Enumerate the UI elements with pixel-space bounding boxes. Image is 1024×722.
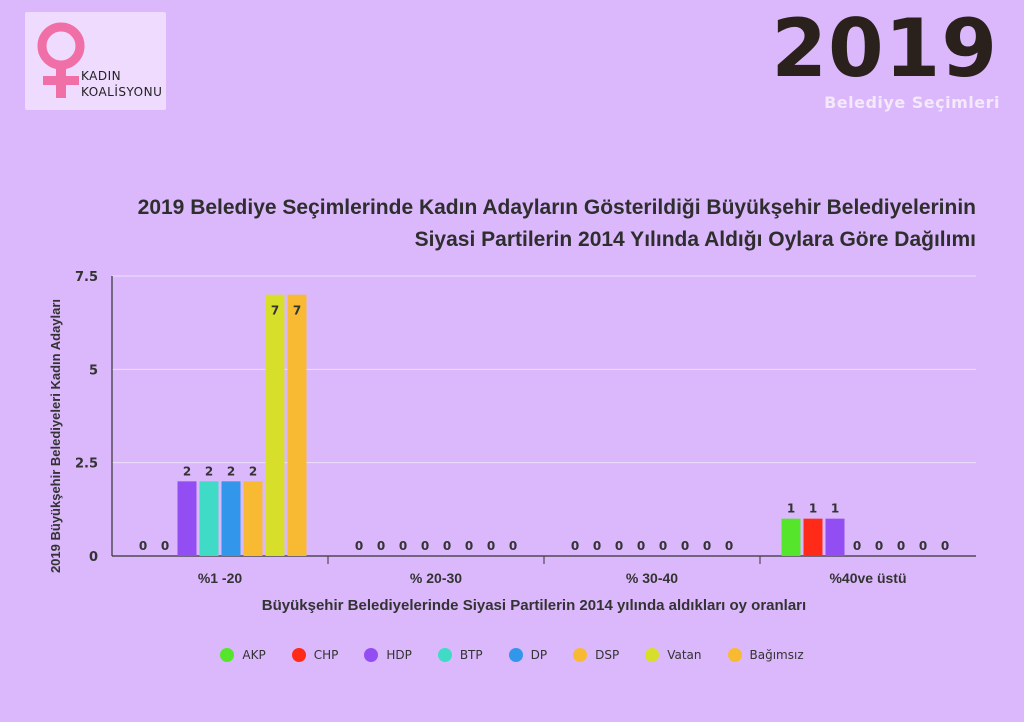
legend-label: Bağımsız: [749, 648, 804, 662]
data-label: 0: [399, 539, 407, 553]
y-tick-label: 2.5: [75, 457, 98, 472]
data-label: 1: [809, 502, 817, 516]
legend-item: CHP: [291, 648, 339, 662]
data-label: 0: [509, 539, 517, 553]
data-label: 1: [831, 502, 839, 516]
bar-vatan: [265, 294, 285, 556]
data-label: 0: [615, 539, 623, 553]
data-label: 0: [571, 539, 579, 553]
header-year: 2019: [771, 2, 998, 95]
legend-item: Bağımsız: [727, 648, 804, 662]
y-tick-label: 5: [89, 363, 98, 378]
kadin-koalisyonu-logo: KADIN KOALİSYONU: [25, 12, 166, 110]
x-tick-label: % 30-40: [626, 570, 678, 586]
data-label: 0: [853, 539, 861, 553]
legend-item: BTP: [437, 648, 483, 662]
legend-label: Vatan: [667, 648, 702, 662]
data-label: 2: [205, 464, 213, 478]
bar-hdp: [825, 518, 845, 556]
logo-text: KADIN KOALİSYONU: [81, 68, 162, 100]
data-label: 0: [421, 539, 429, 553]
data-label: 0: [161, 539, 169, 553]
legend-swatch: [364, 648, 379, 662]
legend-item: AKP: [220, 648, 266, 662]
data-label: 0: [355, 539, 363, 553]
data-label: 7: [293, 304, 301, 318]
chart-title-line2: Siyasi Partilerin 2014 Yılında Aldığı Oy…: [414, 228, 976, 251]
data-label: 2: [227, 464, 235, 478]
legend-item: HDP: [364, 648, 412, 662]
bar-bağımsız: [287, 294, 307, 556]
bar-chp: [803, 518, 823, 556]
data-label: 0: [941, 539, 949, 553]
data-label: 0: [897, 539, 905, 553]
legend-label: BTP: [459, 648, 483, 662]
data-label: 0: [443, 539, 451, 553]
legend-swatch: [220, 648, 235, 662]
logo-text-line2: KOALİSYONU: [81, 85, 163, 99]
legend-item: Vatan: [645, 648, 702, 662]
data-label: 0: [637, 539, 645, 553]
data-label: 2: [183, 464, 191, 478]
legend-swatch: [573, 648, 588, 662]
chart-title: 2019 Belediye Seçimlerinde Kadın Adaylar…: [76, 192, 976, 256]
legend-label: AKP: [242, 648, 266, 662]
data-label: 2: [249, 464, 257, 478]
bar-akp: [781, 518, 801, 556]
data-label: 0: [593, 539, 601, 553]
data-label: 0: [919, 539, 927, 553]
data-label: 0: [875, 539, 883, 553]
legend-swatch: [437, 648, 452, 662]
x-tick-label: %1 -20: [198, 570, 243, 586]
chart-legend: AKP CHP HDP BTP DP DSP Vatan Bağımsız: [0, 648, 1024, 662]
bar-hdp: [177, 481, 197, 556]
data-label: 7: [271, 304, 279, 318]
header-subtitle: Belediye Seçimleri: [824, 93, 1000, 112]
legend-label: HDP: [386, 648, 412, 662]
bar-btp: [199, 481, 219, 556]
legend-label: DP: [530, 648, 548, 662]
chart-title-line1: 2019 Belediye Seçimlerinde Kadın Adaylar…: [137, 196, 976, 219]
bar-dsp: [243, 481, 263, 556]
venus-symbol-icon: [37, 22, 85, 98]
legend-label: DSP: [595, 648, 620, 662]
data-label: 0: [487, 539, 495, 553]
data-label: 0: [465, 539, 473, 553]
data-label: 0: [659, 539, 667, 553]
y-tick-label: 0: [89, 550, 98, 565]
bar-dp: [221, 481, 241, 556]
y-tick-label: 7.5: [75, 270, 98, 285]
legend-swatch: [645, 648, 660, 662]
y-axis-title: 2019 Büyükşehir Belediyeleri Kadın Adayl…: [48, 299, 63, 573]
logo-text-line1: KADIN: [81, 69, 122, 83]
x-tick-label: %40ve üstü: [829, 570, 906, 586]
legend-label: CHP: [313, 648, 339, 662]
data-label: 0: [681, 539, 689, 553]
data-label: 0: [725, 539, 733, 553]
legend-item: DSP: [573, 648, 619, 662]
data-label: 1: [787, 502, 795, 516]
data-label: 0: [377, 539, 385, 553]
x-tick-label: % 20-30: [410, 570, 462, 586]
legend-swatch: [291, 648, 306, 662]
data-label: 0: [139, 539, 147, 553]
x-axis-title: Büyükşehir Belediyelerinde Siyasi Partil…: [262, 597, 806, 614]
legend-swatch: [508, 648, 523, 662]
data-label: 0: [703, 539, 711, 553]
legend-swatch: [727, 648, 742, 662]
legend-item: DP: [508, 648, 548, 662]
